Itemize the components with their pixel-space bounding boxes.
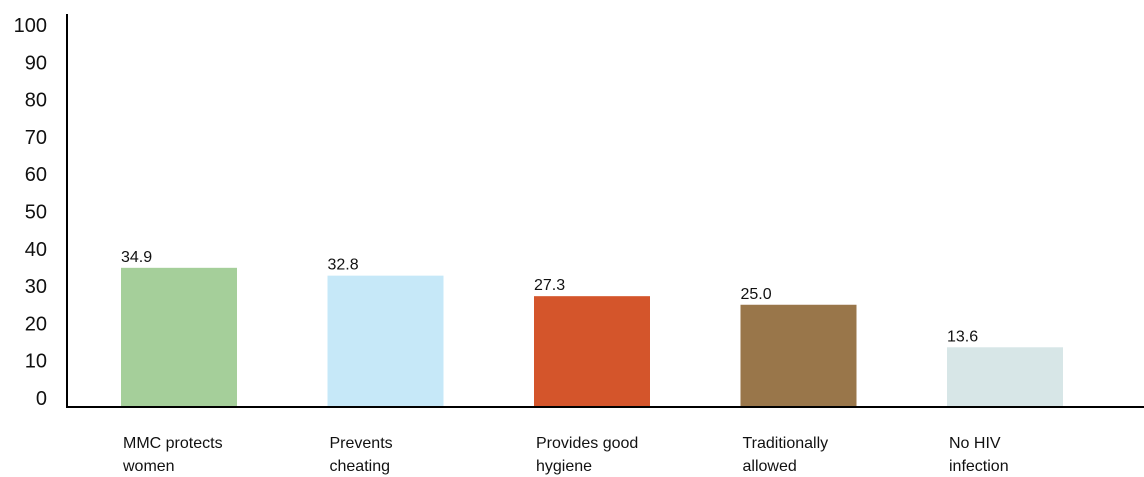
y-tick-label: 40 [25, 239, 47, 261]
y-tick-label: 0 [36, 388, 47, 410]
bar [534, 296, 650, 407]
category-label: MMC protects women [122, 435, 223, 475]
bar-value-label: 32.8 [328, 257, 359, 274]
bar-value-label: 34.9 [121, 249, 152, 266]
bar [327, 275, 444, 407]
bar-value-label: 13.6 [947, 328, 978, 345]
category-labels-group: MMC protects women Prevents cheating Provide… [122, 435, 1009, 475]
y-tick-label: 50 [25, 202, 47, 224]
category-label: No HIV infection [949, 435, 1009, 475]
bar [121, 267, 237, 407]
category-label-line: Traditionally [743, 435, 829, 452]
category-label-line: Provides good [536, 435, 638, 452]
bar [740, 304, 857, 407]
value-labels-group: 34.9 32.8 27.3 25.0 13.6 [121, 249, 978, 345]
category-label-line: allowed [743, 458, 797, 475]
y-tick-label: 70 [25, 127, 47, 149]
category-label-line: hygiene [536, 458, 592, 475]
y-tick-label: 30 [25, 276, 47, 298]
category-label: Traditionally allowed [743, 435, 829, 475]
bar-value-label: 27.3 [534, 277, 565, 294]
y-tick-label: 90 [25, 52, 47, 74]
y-axis-tick-labels: 0 10 20 30 40 50 60 70 80 90 100 [14, 15, 47, 410]
category-label-line: No HIV [949, 435, 1001, 452]
bar-value-label: 25.0 [741, 286, 772, 303]
category-label-line: infection [949, 458, 1009, 475]
category-label: Prevents cheating [330, 435, 393, 475]
category-label: Provides good hygiene [536, 435, 638, 475]
y-tick-label: 10 [25, 351, 47, 373]
category-label-line: Prevents [330, 435, 393, 452]
category-label-line: MMC protects [123, 435, 223, 452]
category-label-line: cheating [330, 458, 391, 475]
bar [947, 347, 1063, 407]
category-label-line: women [122, 458, 175, 475]
y-tick-label: 20 [25, 313, 47, 335]
bars-group [121, 267, 1063, 407]
y-tick-label: 80 [25, 90, 47, 112]
y-tick-label: 60 [25, 164, 47, 186]
y-tick-label: 100 [14, 15, 47, 37]
